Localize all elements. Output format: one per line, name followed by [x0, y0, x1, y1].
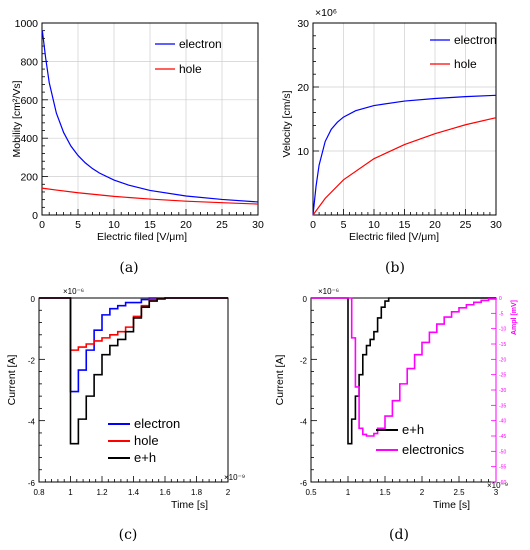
chart-b-ytick-label-0: 10 [297, 146, 309, 158]
chart-b-xtick-label-1: 5 [341, 219, 347, 231]
chart-d-xtick-label-1: 1 [346, 488, 351, 497]
chart-b-xtick-label-5: 25 [460, 219, 472, 231]
chart-b-ytick-label-1: 20 [297, 82, 309, 94]
chart-d-legend-label-0: e+h [402, 422, 424, 437]
chart-b-xtick-label-3: 15 [399, 219, 411, 231]
chart-d-ytick-label-0: -6 [300, 479, 308, 488]
chart-c-xtick-label-1: 1 [68, 488, 73, 497]
chart-a-ytick-label-2: 400 [20, 133, 38, 145]
chart-d-y2tick-label-5: -25 [499, 373, 506, 379]
chart-a-xtick-label-4: 20 [180, 219, 192, 231]
chart-c-series-e-h [39, 297, 228, 445]
chart-d: Time [s] Current [A] Ampl [mV] ×10⁻⁹ ×10… [274, 287, 518, 543]
chart-b-series-hole [312, 117, 497, 216]
chart-c-xtick-label-2: 1.2 [96, 488, 108, 497]
chart-d-y2tick-label-3: -15 [499, 342, 506, 348]
chart-a-ytick-label-4: 800 [20, 56, 38, 68]
chart-d-ytick-label-1: -4 [300, 418, 308, 427]
chart-c-ytick-label-0: -6 [28, 479, 36, 488]
chart-d-y2label: Ampl [mV] [511, 300, 518, 335]
chart-c-ytick-label-3: 0 [31, 295, 36, 304]
chart-d-x-multiplier: ×10⁻⁹ [487, 481, 508, 490]
chart-a-xtick-label-3: 15 [144, 219, 156, 231]
chart-d-series-electronics [311, 297, 497, 437]
chart-a-series-hole [41, 187, 259, 205]
chart-c-caption: (c) [119, 527, 138, 543]
chart-c-xtick-label-0: 0.8 [33, 488, 45, 497]
chart-a-ylabel: Mobility [cm²/Vs] [11, 80, 23, 157]
chart-c-y-multiplier: ×10⁻⁶ [63, 287, 84, 296]
chart-b-xlabel: Electric filed [V/μm] [349, 231, 439, 243]
chart-d-y2tick-label-6: -30 [499, 388, 506, 394]
chart-d-xtick-label-3: 2 [420, 488, 425, 497]
chart-b-xtick-label-6: 30 [490, 219, 502, 231]
chart-d-y-multiplier: ×10⁻⁶ [318, 287, 339, 296]
chart-c-ylabel: Current [A] [6, 355, 18, 406]
chart-d-xtick-label-4: 2.5 [453, 488, 465, 497]
chart-b-legend-label-1: hole [454, 57, 477, 71]
chart-d-series-e-h [311, 297, 496, 445]
chart-d-y2tick-label-11: -55 [499, 465, 506, 471]
chart-d-y2tick-label-7: -35 [499, 403, 506, 409]
chart-d-xtick-label-2: 1.5 [379, 488, 391, 497]
chart-d-legend-label-1: electronics [402, 442, 465, 457]
chart-c-xtick-label-5: 1.8 [191, 488, 203, 497]
chart-b-ylabel: Velocity [cm/s] [281, 90, 293, 157]
chart-a-series-electron [41, 30, 259, 203]
chart-c-legend-label-1: hole [134, 433, 159, 448]
chart-a-ytick-label-5: 1000 [15, 18, 39, 30]
chart-d-y2tick-label-2: -10 [499, 327, 506, 333]
chart-d-ytick-label-3: 0 [303, 295, 308, 304]
chart-a-xtick-label-5: 25 [216, 219, 228, 231]
chart-d-ylabel: Current [A] [274, 355, 286, 406]
chart-b-ytick-label-2: 30 [297, 18, 309, 30]
chart-c-xtick-label-4: 1.6 [159, 488, 171, 497]
chart-c: Time [s] Current [A] ×10⁻⁹ ×10⁻⁶ (c) 0.8… [6, 287, 245, 543]
chart-c-ytick-label-1: -4 [28, 418, 36, 427]
chart-b-caption: (b) [385, 260, 405, 276]
chart-c-series-electron [39, 297, 228, 393]
chart-c-xtick-label-3: 1.4 [128, 488, 140, 497]
chart-d-ytick-label-2: -2 [300, 356, 308, 365]
chart-d-xtick-label-0: 0.5 [305, 488, 317, 497]
chart-b-multiplier: ×10⁶ [315, 7, 337, 19]
chart-c-legend-label-0: electron [134, 416, 180, 431]
chart-d-y2tick-label-12: -60 [499, 480, 506, 486]
chart-c-xtick-label-6: 2 [226, 488, 231, 497]
chart-d-y2tick-label-8: -40 [499, 419, 506, 425]
chart-c-x-multiplier: ×10⁻⁹ [224, 473, 245, 482]
chart-a: Electric filed [V/μm] Mobility [cm²/Vs] … [11, 18, 264, 276]
chart-b-legend-label-0: electron [454, 33, 497, 47]
chart-a-ytick-label-1: 200 [20, 172, 38, 184]
chart-b: Electric filed [V/μm] Velocity [cm/s] ×1… [281, 7, 502, 276]
chart-a-xlabel: Electric filed [V/μm] [97, 231, 187, 243]
chart-b-xtick-label-4: 20 [429, 219, 441, 231]
chart-c-series-hole [39, 297, 228, 351]
chart-a-legend-label-1: hole [179, 62, 202, 76]
chart-b-xtick-label-0: 0 [310, 219, 316, 231]
chart-a-ytick-label-0: 0 [32, 210, 38, 222]
chart-d-y2tick-label-4: -20 [499, 357, 506, 363]
chart-d-xtick-label-5: 3 [494, 488, 499, 497]
chart-d-xlabel: Time [s] [433, 499, 470, 511]
chart-d-caption: (d) [389, 527, 409, 543]
chart-c-legend-label-2: e+h [134, 450, 156, 465]
chart-d-y2tick-label-1: -5 [499, 311, 504, 317]
chart-d-y2tick-label-9: -45 [499, 434, 506, 440]
chart-a-ytick-label-3: 600 [20, 95, 38, 107]
chart-b-series-electron [312, 94, 497, 216]
chart-b-xtick-label-2: 10 [368, 219, 380, 231]
chart-c-ytick-label-2: -2 [28, 356, 36, 365]
chart-a-xtick-label-1: 5 [75, 219, 81, 231]
chart-d-y2tick-label-10: -50 [499, 449, 506, 455]
chart-a-xtick-label-0: 0 [39, 219, 45, 231]
chart-a-caption: (a) [119, 260, 138, 276]
chart-d-y2tick-label-0: 0 [499, 296, 502, 302]
chart-c-xlabel: Time [s] [171, 499, 208, 511]
chart-a-legend-label-0: electron [179, 37, 222, 51]
chart-a-xtick-label-2: 10 [108, 219, 120, 231]
chart-a-xtick-label-6: 30 [252, 219, 264, 231]
